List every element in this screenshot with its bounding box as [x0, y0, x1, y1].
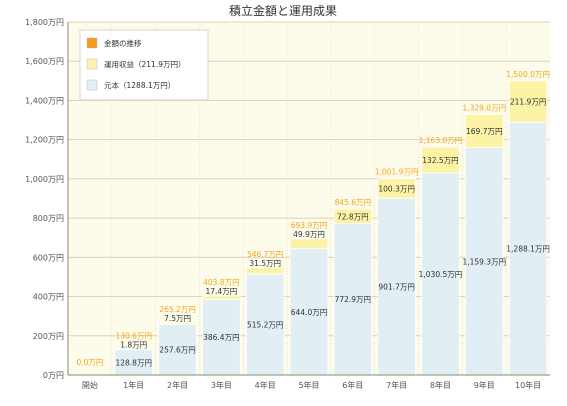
legend-item-principal-swatch	[86, 79, 98, 91]
total-value-label: 0.0万円	[76, 358, 103, 367]
total-value-label: 693.9万円	[291, 221, 327, 230]
x-tick-label: 8年目	[430, 380, 451, 390]
total-value-label: 546.7万円	[247, 250, 283, 259]
total-value-label: 130.6万円	[115, 331, 151, 340]
total-value-label: 265.2万円	[159, 305, 195, 314]
total-value-label: 845.6万円	[335, 198, 371, 207]
bar-principal-label: 1,030.5万円	[419, 270, 463, 279]
bar-principal-label: 515.2万円	[247, 320, 283, 329]
bar-principal-label: 1,288.1万円	[506, 245, 550, 254]
y-tick-label: 600万円	[33, 253, 64, 262]
bar-gain-label: 100.3万円	[378, 184, 414, 193]
bar-principal	[465, 147, 504, 376]
x-tick-label: 2年目	[167, 380, 188, 390]
legend-item-total-swatch	[86, 37, 98, 49]
legend-item-gain-label: 運用収益（211.9万円）	[104, 59, 185, 69]
x-tick-label: 5年目	[298, 380, 319, 390]
bar-principal-label: 772.9万円	[335, 295, 371, 304]
x-tick-label: 9年目	[474, 380, 495, 390]
legend-box	[79, 29, 209, 101]
total-value-label: 1,001.9万円	[375, 168, 419, 177]
y-tick-label: 400万円	[33, 293, 64, 302]
total-value-label: 1,500.0万円	[506, 70, 550, 79]
total-value-label: 1,329.0万円	[462, 103, 506, 112]
bar-gain-label: 7.5万円	[164, 314, 191, 323]
y-tick-label: 1,800万円	[25, 18, 64, 27]
x-tick-label: 1年目	[123, 380, 144, 390]
bar-principal	[333, 223, 373, 376]
bar-principal	[421, 172, 460, 376]
bar-gain	[202, 295, 241, 300]
bar-gain	[465, 113, 504, 149]
x-tick-label: 開始	[82, 380, 98, 390]
y-tick-label: 800万円	[33, 214, 64, 223]
bar-gain	[508, 80, 548, 123]
x-tick-label: 7年目	[386, 380, 407, 390]
y-tick-label: 1,000万円	[25, 175, 64, 184]
bar-gain-label: 132.5万円	[422, 156, 458, 165]
x-tick-label: 6年目	[342, 380, 363, 390]
bar-principal	[377, 197, 416, 376]
y-tick-label: 1,200万円	[25, 136, 64, 145]
x-tick-label: 10年目	[515, 380, 541, 390]
bar-gain-label: 31.5万円	[249, 259, 281, 268]
legend-item-principal-label: 元本（1288.1万円）	[104, 80, 175, 90]
bar-gain	[289, 238, 329, 250]
y-tick-label: 1,400万円	[25, 96, 64, 105]
bar-principal-label: 386.4万円	[203, 333, 239, 342]
bar-gain	[421, 146, 460, 174]
legend-item-gain-swatch	[86, 58, 98, 70]
bar-gain-label: 169.7万円	[466, 127, 502, 136]
bar-gain-label: 49.9万円	[293, 230, 325, 239]
y-tick-label: 0万円	[43, 371, 64, 380]
legend-item-total-label: 金額の推移	[104, 38, 142, 48]
y-tick-label: 1,600万円	[25, 57, 64, 66]
bar-principal-label: 644.0万円	[291, 308, 327, 317]
bar-gain-label: 1.8万円	[120, 340, 147, 349]
x-tick-label: 4年目	[255, 380, 276, 390]
bar-principal-label: 901.7万円	[378, 283, 414, 292]
total-value-label: 1,163.0万円	[419, 136, 463, 145]
bar-gain-label: 72.8万円	[337, 212, 369, 221]
bar-gain	[377, 178, 416, 199]
y-tick-label: 200万円	[33, 332, 64, 341]
bar-principal-label: 257.6万円	[159, 346, 195, 355]
bar-gain-label: 211.9万円	[510, 98, 546, 107]
bar-gain	[333, 208, 373, 224]
bar-principal-label: 1,159.3万円	[462, 257, 506, 266]
bar-gain-label: 17.4万円	[206, 287, 238, 296]
chart-title: 積立金額と運用成果	[229, 3, 337, 18]
bar-principal-label: 128.8万円	[115, 358, 151, 367]
bar-principal	[508, 121, 548, 376]
total-value-label: 403.8万円	[203, 278, 239, 287]
x-tick-label: 3年目	[211, 380, 232, 390]
bar-gain	[245, 267, 285, 275]
bar-gain	[158, 322, 197, 325]
